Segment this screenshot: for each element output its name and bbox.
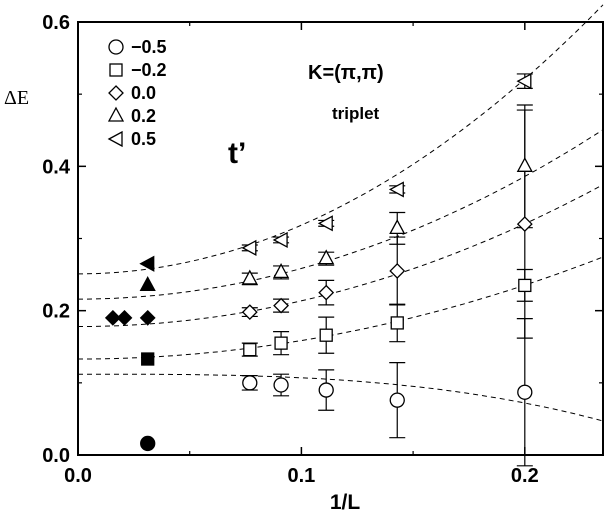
legend-marker [107, 130, 123, 148]
x-tick-label: 0.1 [287, 465, 315, 487]
data-point [318, 284, 335, 301]
y-tick-label: 0.6 [42, 12, 70, 34]
legend-entry-label: −0.5 [131, 37, 167, 57]
legend-marker [108, 85, 124, 101]
data-point [242, 375, 258, 391]
data-point [272, 231, 288, 249]
legend-entry-label: 0.0 [131, 83, 156, 103]
extrapolated-point [139, 276, 156, 292]
legend-marker [107, 106, 125, 122]
data-point [389, 219, 406, 235]
data-point [318, 382, 334, 398]
fit-curve [77, 4, 604, 275]
axis-ticks: 0.0 0.1 0.2 0.0 0.2 0.4 0.6 [42, 12, 603, 487]
y-axis-label: ΔE [4, 87, 29, 109]
data-point [273, 377, 289, 393]
extrapolated-point [116, 309, 133, 326]
error-bars [241, 73, 533, 467]
data-point [388, 181, 404, 198]
legend-marker [109, 63, 123, 77]
y-tick-label: 0.0 [42, 445, 70, 467]
legend: −0.5 −0.2 0.0 0.2 0.5 [107, 37, 167, 149]
data-point [241, 269, 258, 285]
legend-title: t’ [228, 137, 246, 170]
data-point [516, 73, 532, 90]
data-point [518, 278, 532, 293]
data-point [318, 249, 335, 265]
data-point [273, 297, 289, 314]
data-point [516, 216, 533, 232]
data-point [517, 384, 533, 400]
data-point [389, 392, 405, 408]
y-tick-label: 0.2 [42, 301, 70, 323]
extrapolated-point [140, 435, 156, 452]
fit-curves [77, 4, 604, 422]
data-markers [104, 73, 533, 452]
data-point [243, 342, 257, 357]
annotation-k: K=(π,π) [308, 62, 384, 84]
fit-curve [78, 184, 604, 327]
y-tick-label: 0.4 [42, 156, 71, 178]
x-tick-label: 0.0 [64, 465, 92, 487]
x-tick-label: 0.2 [511, 465, 539, 487]
legend-entry-label: 0.5 [131, 129, 156, 149]
x-axis-label: 1/L [330, 491, 361, 514]
data-point [319, 328, 333, 342]
data-point [317, 215, 333, 232]
data-point [516, 156, 533, 172]
legend-entry-label: −0.2 [131, 60, 167, 80]
fit-curve [78, 373, 604, 422]
data-point [241, 304, 258, 321]
legend-marker [108, 39, 124, 55]
extrapolated-point [139, 309, 156, 326]
data-point [390, 316, 404, 330]
extrapolated-point [104, 309, 121, 326]
data-point [241, 239, 257, 256]
extrapolated-point [139, 255, 155, 272]
fit-curve [78, 256, 604, 360]
data-point [389, 263, 406, 279]
annotation-triplet: triplet [332, 104, 380, 123]
data-point [272, 263, 290, 279]
legend-entry-label: 0.2 [131, 106, 156, 126]
data-point [274, 336, 288, 350]
extrapolated-point [141, 352, 155, 366]
